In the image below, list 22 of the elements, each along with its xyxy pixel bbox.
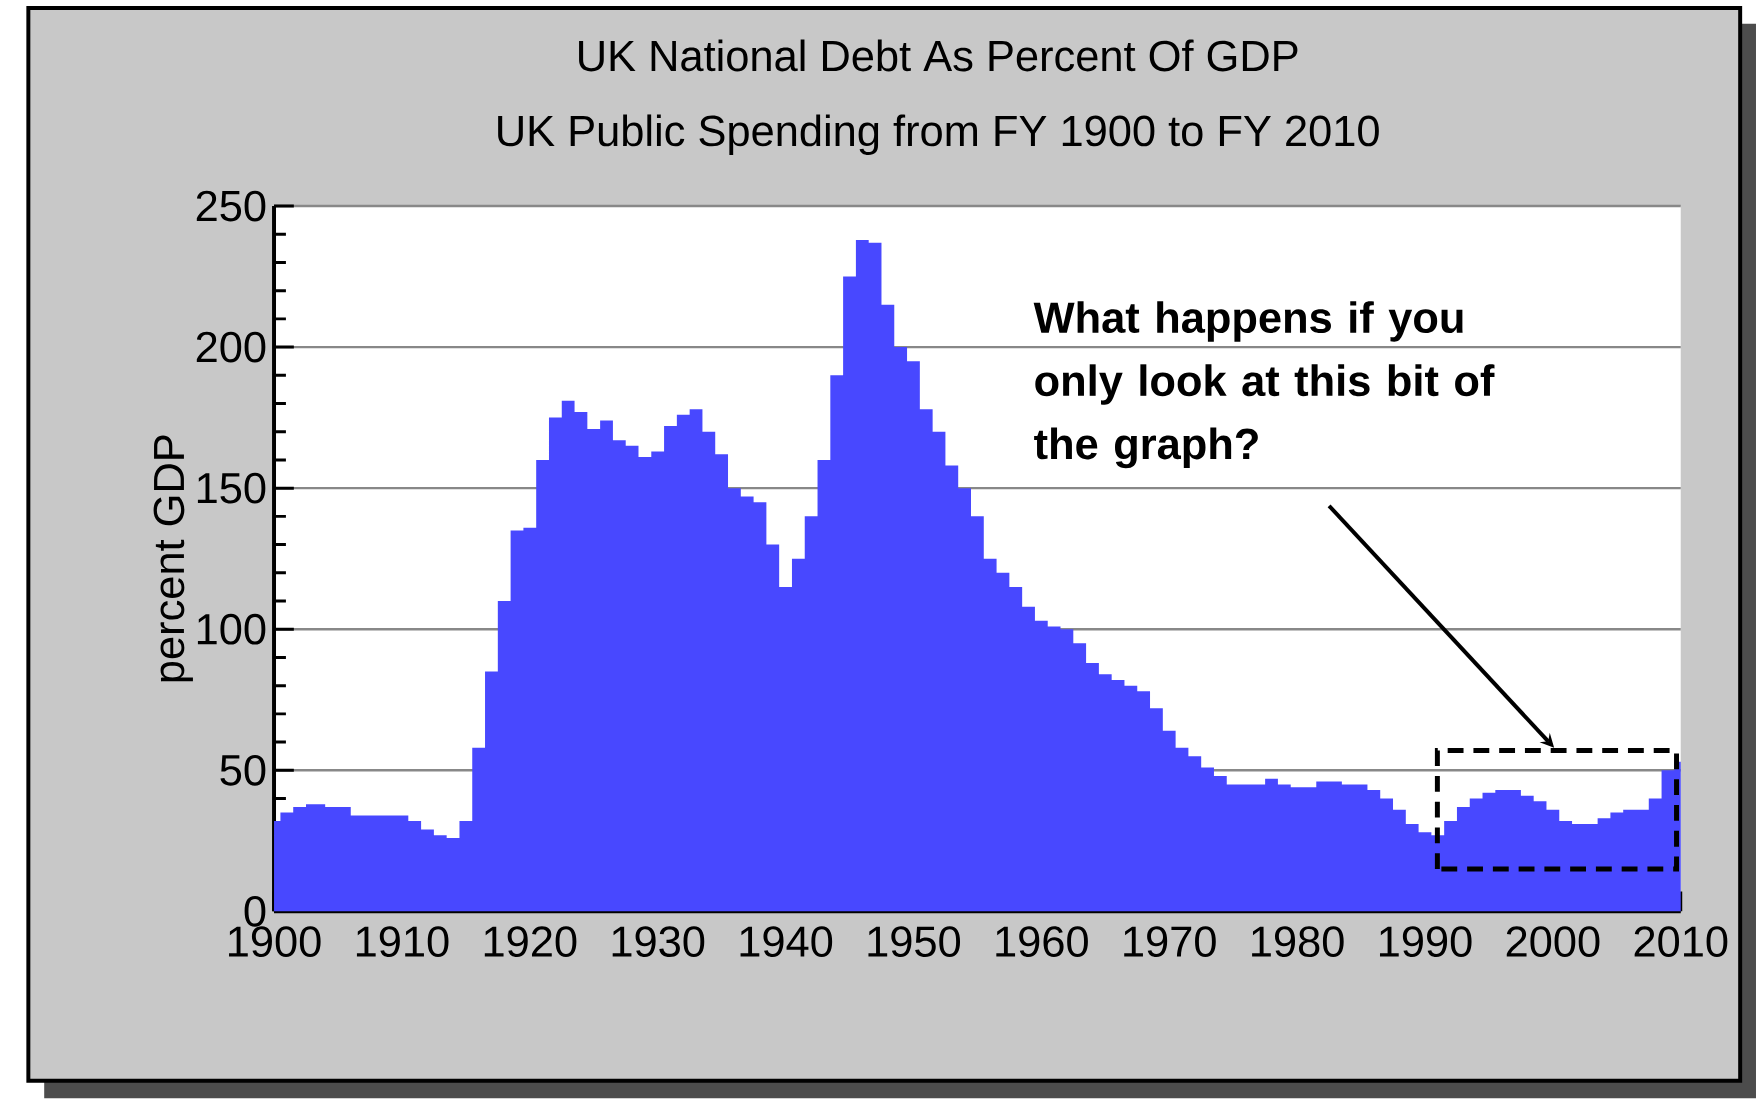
x-tick-label: 1960: [996, 926, 1088, 958]
x-tick-label: 2000: [1506, 926, 1600, 958]
x-tick-label: 1930: [612, 926, 705, 958]
x-tick-label: 1970: [1124, 926, 1216, 958]
x-tick-label: 1920: [484, 926, 577, 958]
y-tick-label: 100: [197, 614, 266, 645]
x-tick-label: 1980: [1252, 926, 1344, 958]
y-tick-label: 200: [196, 331, 266, 363]
chart-title: UK National Debt As Percent Of GDP: [579, 39, 1298, 72]
y-axis-title: percent GDP: [153, 435, 193, 682]
annotation: What happens if you only look at this bit of the graph?: [1033, 301, 1495, 469]
x-tick-label: 1900: [229, 926, 321, 958]
x-tick-label: 1950: [868, 926, 961, 958]
y-tick-label: 50: [220, 755, 266, 786]
y-tick-label: 0: [244, 896, 266, 927]
x-tick-label: 1940: [740, 926, 833, 958]
y-tick-label: 250: [196, 190, 266, 222]
x-tick-label: 1990: [1379, 926, 1472, 958]
chart-subtitle: UK Public Spending from FY 1900 to FY 2010: [498, 114, 1379, 156]
x-tick-label: 2010: [1634, 926, 1728, 958]
y-tick-label: 150: [197, 472, 266, 504]
x-tick-label: 1910: [356, 926, 449, 958]
